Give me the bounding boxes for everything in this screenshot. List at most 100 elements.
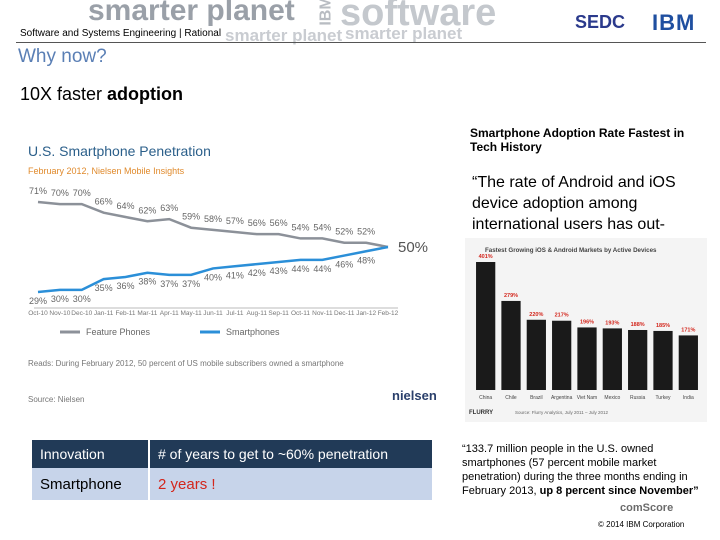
data-label: 37% [182, 279, 200, 289]
table-cell: Innovation [32, 440, 150, 468]
data-label: 29% [29, 296, 47, 306]
chart-subtitle: February 2012, Nielsen Mobile Insights [28, 166, 185, 176]
banner-word: smarter planet [225, 26, 343, 45]
x-tick-label: Chile [505, 395, 517, 401]
data-label: 44% [313, 264, 331, 274]
data-label: 185% [656, 323, 670, 329]
bar-chart: Fastest Growing iOS & Android Markets by… [465, 238, 707, 422]
quote-text: “133.7 million people in the U.S. owned … [462, 443, 688, 497]
legend-label: Smartphones [226, 327, 280, 337]
chart-logo: nielsen [392, 388, 437, 403]
copyright: © 2014 IBM Corporation [598, 520, 685, 529]
table: Innovation # of years to get to ~60% pen… [32, 440, 432, 500]
data-label: 401% [479, 254, 493, 260]
data-label: 62% [138, 205, 156, 215]
line-chart: U.S. Smartphone Penetration February 2012… [28, 143, 437, 404]
data-label: 50% [398, 239, 428, 256]
data-label: 37% [160, 279, 178, 289]
data-label: 63% [160, 203, 178, 213]
data-label: 54% [291, 222, 309, 232]
data-label: 56% [248, 218, 266, 228]
bar [526, 319, 546, 390]
data-label: 188% [631, 322, 645, 328]
data-label: 40% [204, 272, 222, 282]
x-tick-label: Nov-10 [49, 310, 70, 317]
x-tick-label: India [683, 395, 694, 401]
x-tick-label: Feb-11 [115, 310, 135, 317]
chart-title: Fastest Growing iOS & Android Markets by… [485, 247, 657, 254]
x-tick-label: Turkey [655, 395, 671, 401]
data-label: 46% [335, 260, 353, 270]
data-label: 30% [51, 294, 69, 304]
quote: “133.7 million people in the U.S. owned … [462, 442, 702, 498]
x-tick-label: Viet Nam [577, 395, 597, 401]
x-tick-label: Jul-11 [226, 310, 244, 317]
data-label: 71% [29, 186, 47, 196]
x-tick-label: Oct-10 [28, 310, 48, 317]
data-label: 48% [357, 255, 375, 265]
data-label: 57% [226, 216, 244, 226]
chart-note: Reads: During February 2012, 50 percent … [28, 359, 344, 368]
data-label: 196% [580, 319, 594, 325]
data-label: 52% [357, 227, 375, 237]
x-tick-label: Nov-11 [312, 310, 333, 317]
logo: IBM [652, 10, 696, 35]
data-label: 41% [226, 270, 244, 280]
data-label: 193% [605, 320, 619, 326]
x-tick-label: Sep-11 [268, 310, 289, 317]
x-tick-label: Mar-11 [137, 310, 157, 317]
breadcrumb: Software and Systems Engineering | Ratio… [20, 28, 222, 39]
data-label: 52% [335, 227, 353, 237]
x-tick-label: Oct-11 [291, 310, 310, 317]
banner-word: software [340, 0, 497, 34]
data-label: 66% [95, 197, 113, 207]
data-label: 171% [681, 327, 695, 333]
data-label: 279% [504, 293, 518, 299]
bar [476, 262, 496, 390]
data-label: 54% [313, 222, 331, 232]
x-tick-label: Apr-11 [160, 310, 179, 317]
bar [501, 300, 521, 390]
data-label: 42% [248, 268, 266, 278]
banner-word: smarter planet [345, 24, 463, 43]
data-label: 64% [116, 201, 134, 211]
headline-text: 10X faster [20, 84, 108, 104]
bar [678, 335, 698, 390]
data-label: 35% [95, 283, 113, 293]
banner-word: smarter planet [88, 0, 295, 27]
bar [552, 320, 572, 390]
x-tick-label: Feb-12 [378, 310, 399, 317]
x-tick-label: Mexico [604, 395, 620, 401]
data-label: 38% [138, 277, 156, 287]
x-tick-label: Brazil [530, 395, 543, 401]
side-quote: “The rate of Android and iOS device adop… [472, 174, 676, 233]
bar [577, 327, 597, 390]
logo: comScore [620, 502, 674, 514]
slide-title: Why now? [18, 46, 107, 67]
chart-title: U.S. Smartphone Penetration [28, 143, 211, 159]
data-label: 36% [116, 281, 134, 291]
data-label: 43% [270, 266, 288, 276]
data-label: 30% [73, 294, 91, 304]
bar [628, 329, 648, 390]
x-tick-label: Jan-11 [94, 310, 114, 317]
x-tick-label: Aug-11 [247, 310, 268, 317]
header-rule [16, 42, 706, 43]
line [37, 245, 389, 294]
x-tick-label: Argentina [551, 395, 573, 401]
data-label: 70% [73, 188, 91, 198]
legend-label: Feature Phones [86, 327, 151, 337]
data-label: 58% [204, 214, 222, 224]
chart-source: Source: Flurry Analytics, July 2011 – Ju… [515, 410, 608, 415]
banner-word: IBM [317, 0, 335, 26]
data-label: 44% [291, 264, 309, 274]
data-label: 56% [270, 218, 288, 228]
line [37, 200, 389, 249]
x-tick-label: Jun-11 [203, 310, 223, 317]
logo: SEDC [575, 12, 626, 32]
headline: 10X faster adoption [20, 84, 183, 105]
x-tick-label: Dec-10 [71, 310, 92, 317]
chart-source: Source: Nielsen [28, 395, 84, 404]
data-label: 220% [529, 312, 543, 318]
